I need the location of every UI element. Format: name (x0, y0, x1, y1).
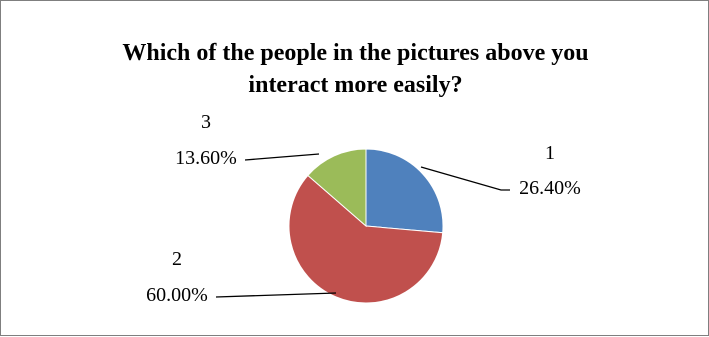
slice-3-category-label: 3 (201, 111, 211, 133)
slice-3-percent-label: 13.60% (175, 147, 237, 169)
pie-slice-2 (288, 174, 444, 304)
chart-title: Which of the people in the pictures abov… (1, 37, 709, 101)
slice-2-percent-label: 60.00% (146, 284, 208, 306)
slice-2-category-label: 2 (172, 248, 182, 270)
pie-slices (288, 148, 444, 304)
slice-1-percent-label: 26.40% (519, 177, 581, 199)
leader-line-2 (215, 292, 337, 298)
leader-line-1 (420, 166, 510, 191)
slice-1-category-label: 1 (545, 142, 555, 164)
pie-slice-3 (307, 148, 367, 228)
pie-slice-1 (365, 148, 444, 234)
leader-line-3 (244, 153, 320, 161)
chart-title-line-1: Which of the people in the pictures abov… (122, 40, 589, 66)
chart-title-line-2: interact more easily? (248, 72, 463, 98)
